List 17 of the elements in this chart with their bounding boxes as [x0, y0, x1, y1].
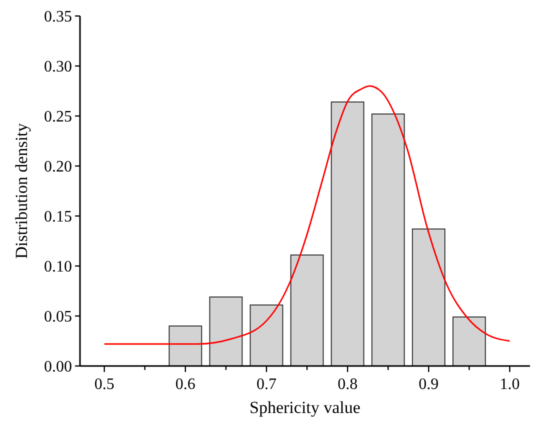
- y-tick-label: 0.30: [44, 58, 72, 76]
- x-tick-label: 0.5: [94, 376, 114, 393]
- y-tick-label: 0.20: [44, 158, 72, 176]
- y-tick-label: 0.10: [44, 258, 72, 276]
- y-axis-title: Distribution density: [12, 122, 31, 259]
- y-tick-label: 0.15: [44, 208, 72, 226]
- x-tick-label: 0.7: [256, 376, 276, 393]
- x-axis-title: Sphericity value: [250, 398, 360, 417]
- y-tick-label: 0.05: [44, 308, 72, 326]
- x-tick-label: 0.8: [338, 376, 358, 393]
- x-tick-label: 0.9: [418, 376, 439, 393]
- x-tick-label: 0.6: [175, 376, 196, 393]
- x-tick-label: 1.0: [500, 376, 520, 393]
- y-tick-label: 0.25: [44, 108, 72, 126]
- y-tick-label: 0.35: [44, 8, 72, 26]
- line-series: [104, 85, 510, 345]
- y-tick-label: 0.00: [44, 358, 72, 376]
